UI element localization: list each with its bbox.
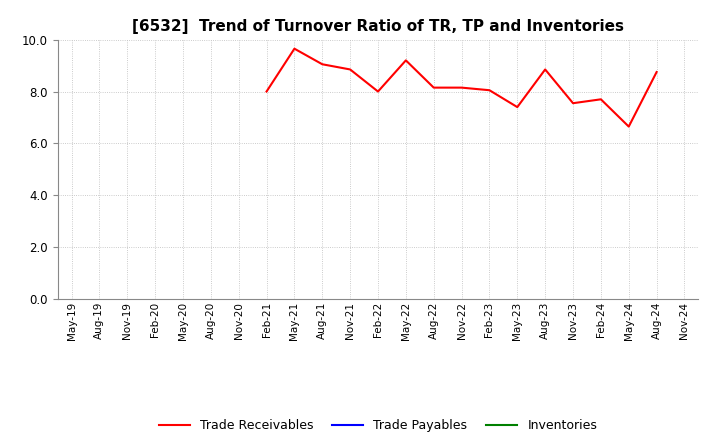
Trade Receivables: [597, 97, 606, 102]
Trade Receivables: [429, 85, 438, 90]
Trade Receivables: [652, 70, 661, 75]
Trade Receivables: [541, 67, 549, 72]
Trade Receivables: [485, 88, 494, 93]
Trade Receivables: [346, 67, 354, 72]
Trade Receivables: [624, 124, 633, 129]
Trade Receivables: [262, 89, 271, 94]
Line: Trade Receivables: Trade Receivables: [266, 49, 657, 127]
Trade Receivables: [318, 62, 327, 67]
Legend: Trade Receivables, Trade Payables, Inventories: Trade Receivables, Trade Payables, Inven…: [153, 414, 603, 437]
Trade Receivables: [457, 85, 466, 90]
Trade Receivables: [569, 101, 577, 106]
Trade Receivables: [402, 58, 410, 63]
Trade Receivables: [513, 104, 521, 110]
Title: [6532]  Trend of Turnover Ratio of TR, TP and Inventories: [6532] Trend of Turnover Ratio of TR, TP…: [132, 19, 624, 34]
Trade Receivables: [374, 89, 382, 94]
Trade Receivables: [290, 46, 299, 51]
